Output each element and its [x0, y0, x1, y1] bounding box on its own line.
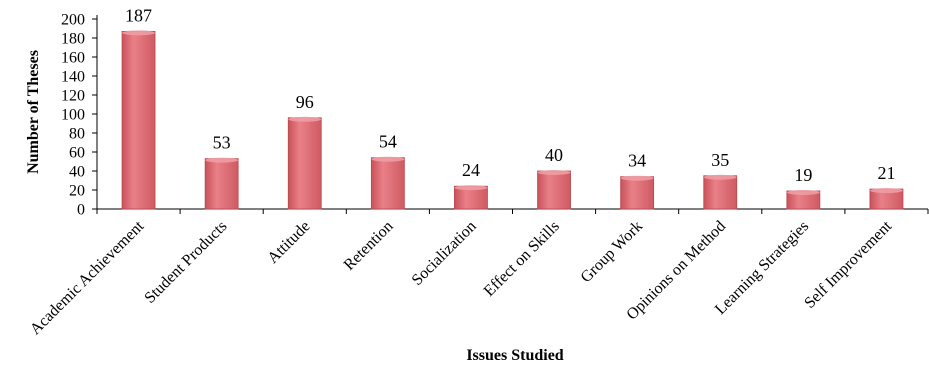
bar-top-highlight [869, 188, 903, 194]
data-label: 187 [125, 5, 152, 25]
y-tick-label: 80 [69, 126, 85, 143]
y-tick-label: 160 [61, 50, 85, 67]
data-label: 19 [794, 165, 812, 185]
bar [620, 175, 655, 210]
bar [121, 30, 156, 210]
data-label: 21 [877, 163, 895, 183]
bar-body [370, 157, 405, 210]
data-label: 40 [545, 145, 563, 165]
bar-body [703, 175, 738, 210]
bar-body [204, 158, 239, 210]
y-tick-label: 0 [77, 202, 85, 219]
bar [869, 188, 904, 210]
bar-top-highlight [205, 157, 239, 163]
bar-body [121, 30, 156, 210]
bar [370, 156, 405, 210]
data-label: 34 [628, 151, 646, 171]
data-labels-group: 187 53 96 54 24 40 34 35 19 21 [125, 5, 895, 185]
y-axis: 0 20 40 60 80 100 120 140 160 180 200 [61, 12, 98, 219]
data-label: 54 [379, 132, 397, 152]
category-label: Group Work [578, 218, 646, 286]
y-tick-label: 100 [61, 107, 85, 124]
category-label: Student Products [141, 218, 230, 307]
category-label: Learning Strategies [712, 218, 812, 318]
bar-top-highlight [703, 174, 737, 180]
bar-top-highlight [122, 30, 156, 36]
bar-top-highlight [537, 170, 571, 175]
category-label: Academic Achievement [27, 217, 148, 338]
bar [703, 174, 738, 210]
x-axis [96, 208, 929, 214]
bar-body [287, 117, 322, 210]
category-label: Attitude [264, 218, 313, 267]
data-label: 24 [462, 160, 480, 180]
y-tick-label: 40 [69, 164, 85, 181]
data-label: 35 [711, 150, 729, 170]
bar [786, 189, 821, 210]
y-tick-label: 200 [61, 12, 85, 29]
bars-group [121, 30, 904, 210]
category-label: Self Improvement [801, 217, 895, 311]
bar [287, 116, 322, 210]
bar-top-highlight [786, 189, 820, 195]
y-tick-label: 60 [69, 145, 85, 162]
data-label: 96 [296, 92, 314, 112]
y-tick-label: 120 [61, 88, 85, 105]
bar-body [537, 170, 571, 210]
y-tick-label: 140 [61, 69, 85, 86]
bar-top-highlight [288, 116, 322, 122]
y-tick-label: 180 [61, 31, 85, 48]
bar [454, 185, 488, 210]
data-label: 53 [213, 133, 231, 153]
x-axis-title: Issues Studied [466, 347, 563, 364]
bar-top-highlight [371, 156, 405, 162]
bar [537, 170, 571, 210]
bar [204, 157, 239, 210]
category-label: Socialization [409, 218, 480, 289]
category-label: Effect on Skills [481, 218, 563, 300]
y-axis-title: Number of Theses [25, 50, 42, 174]
bar-top-highlight [454, 185, 488, 191]
bar-top-highlight [620, 175, 654, 181]
category-label: Retention [341, 218, 397, 274]
bar-body [620, 176, 655, 210]
y-tick-label: 20 [69, 183, 85, 200]
